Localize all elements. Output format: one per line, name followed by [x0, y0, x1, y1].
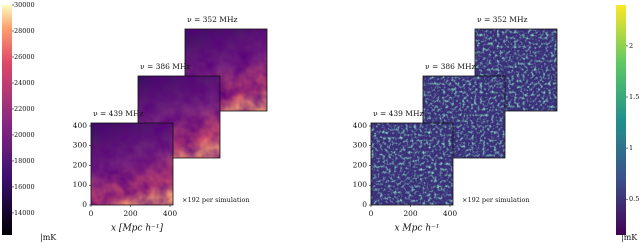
frequency-label: ν = 352 MHz — [187, 15, 238, 24]
map-panel: ν = 439 MHz — [370, 109, 454, 206]
x-tick-label: 0 — [369, 209, 374, 218]
frequency-label: ν = 439 MHz — [93, 109, 144, 118]
colorbar-tick-label: 16000 — [14, 183, 35, 191]
simulation-note: ×192 per simulation — [462, 196, 530, 204]
map-frame — [474, 28, 558, 112]
x-tick-label: 400 — [443, 209, 458, 218]
colorbar-tick-label: 1 — [629, 144, 633, 152]
map-panel: ν = 439 MHz — [90, 109, 174, 206]
y-tick-label: 100 — [73, 180, 88, 189]
colorbar-tick-label: 0.5 — [629, 195, 639, 203]
y-tick-label: 200 — [353, 160, 368, 169]
map-frame — [370, 122, 454, 206]
y-tick-label: 100 — [353, 180, 368, 189]
y-tick-label: 0 — [82, 200, 87, 209]
map-frame — [184, 28, 268, 112]
colorbar-tick-label: 26000 — [14, 53, 35, 61]
colorbar-tick-label: 22000 — [14, 105, 35, 113]
map-texture — [91, 123, 173, 205]
colorbar-tick-label: 18000 — [14, 157, 35, 165]
colorbar-unit: |mK — [40, 233, 57, 242]
simulation-note: ×192 per simulation — [182, 196, 250, 204]
y-tick-label: 0 — [362, 200, 367, 209]
colorbar-tick-label: 20000 — [14, 131, 35, 139]
colorbar-tick-label: 30000 — [14, 1, 35, 9]
colorbar-tick-label: 2 — [629, 42, 633, 50]
frequency-label: ν = 386 MHz — [140, 62, 191, 71]
x-tick-label: 0 — [89, 209, 94, 218]
x-axis-label: x [Mpc h⁻¹] — [111, 224, 163, 234]
x-tick-label: 400 — [163, 209, 178, 218]
colorbar-tick-label: 24000 — [14, 79, 35, 87]
frequency-label: ν = 439 MHz — [373, 109, 424, 118]
colorbar-tick-label: 1.5 — [629, 93, 639, 101]
frequency-label: ν = 352 MHz — [477, 15, 528, 24]
map-frame — [137, 75, 221, 159]
x-tick-label: 200 — [123, 209, 138, 218]
y-tick-label: 300 — [73, 141, 88, 150]
colorbar-tick-label: 14000 — [14, 209, 35, 217]
x-axis-label: x Mpc h⁻¹ — [395, 224, 440, 234]
y-tick-label: 200 — [73, 160, 88, 169]
colorbar-tick-label: 28000 — [14, 27, 35, 35]
colorbar — [616, 5, 626, 235]
y-tick-label: 300 — [353, 141, 368, 150]
y-tick-label: 400 — [353, 121, 368, 130]
map-frame — [90, 122, 174, 206]
colorbar — [2, 5, 12, 235]
colorbar-unit: |mK — [621, 233, 638, 242]
y-tick-label: 400 — [73, 121, 88, 130]
x-tick-label: 200 — [403, 209, 418, 218]
map-texture — [371, 123, 453, 205]
map-frame — [422, 75, 506, 159]
frequency-label: ν = 386 MHz — [425, 62, 476, 71]
